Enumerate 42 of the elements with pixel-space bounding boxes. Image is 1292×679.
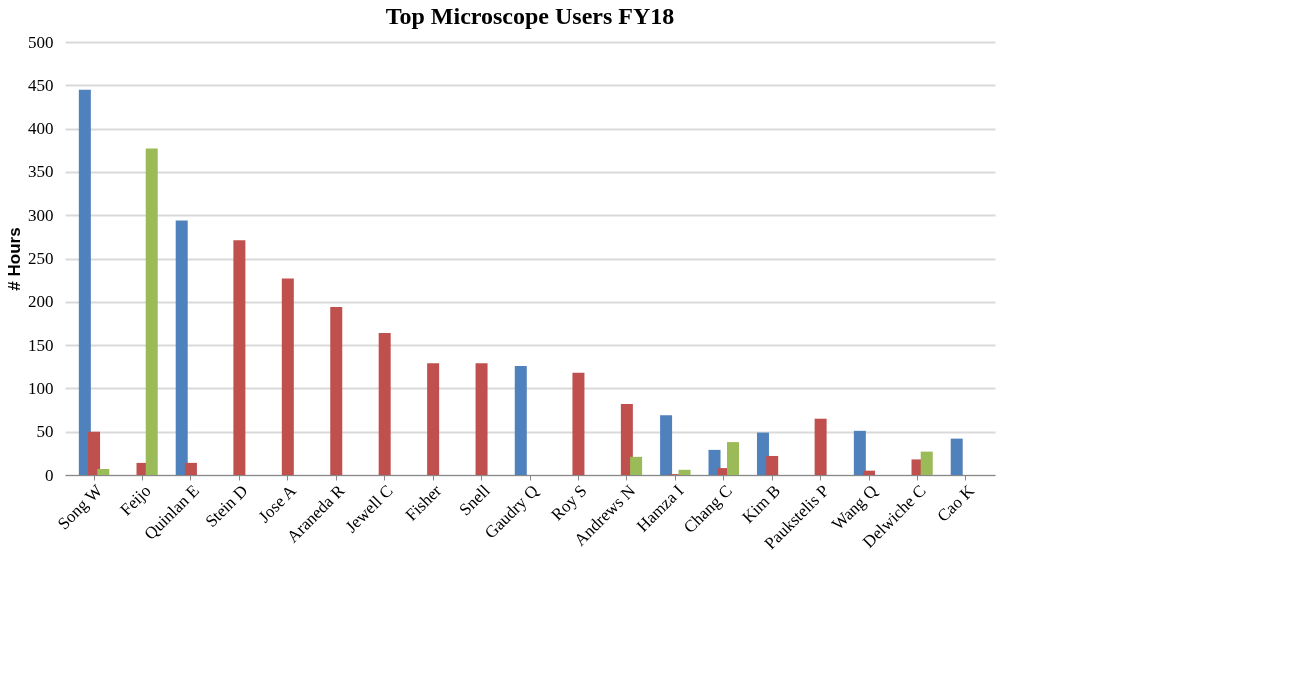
y-tick-label: 350: [28, 162, 54, 182]
y-tick-label: 300: [28, 205, 54, 225]
bar: [620, 403, 633, 475]
bar: [78, 89, 91, 475]
x-tick-label: Cao K: [933, 480, 979, 526]
bar: [514, 365, 527, 475]
bar: [766, 455, 779, 475]
bar: [572, 372, 585, 475]
bar: [427, 363, 440, 475]
bar: [88, 431, 101, 475]
bar: [920, 451, 933, 475]
bar: [708, 449, 721, 475]
y-tick-label: 450: [28, 75, 54, 95]
y-tick-label: 100: [28, 378, 54, 398]
bar: [281, 278, 294, 475]
x-tick-label: Stein D: [201, 481, 252, 531]
y-tick-label: 250: [28, 249, 54, 268]
bar: [184, 462, 197, 475]
bar: [378, 332, 391, 475]
bar: [330, 307, 343, 475]
bar: [853, 430, 866, 475]
bar: [814, 418, 827, 475]
chart-title: Top Microscope Users FY18: [385, 3, 675, 29]
x-tick-label: Roy S: [547, 481, 591, 525]
y-tick-label: 0: [45, 465, 54, 485]
bar: [630, 456, 643, 475]
bar: [950, 438, 963, 475]
bar: [175, 220, 188, 475]
y-tick-label: 400: [28, 119, 54, 139]
bar: [145, 148, 158, 475]
y-tick-label: 150: [28, 335, 54, 355]
y-axis-title: # Hours: [5, 227, 24, 291]
y-tick-label: 200: [28, 292, 54, 312]
bar: [678, 469, 691, 475]
y-tick-label: 50: [36, 422, 54, 442]
bar: [726, 442, 739, 475]
bar: [863, 470, 876, 475]
bar: [475, 363, 488, 475]
y-tick-label: 500: [28, 32, 54, 52]
bar: [660, 415, 673, 475]
bar: [233, 240, 246, 475]
bar: [97, 468, 110, 475]
